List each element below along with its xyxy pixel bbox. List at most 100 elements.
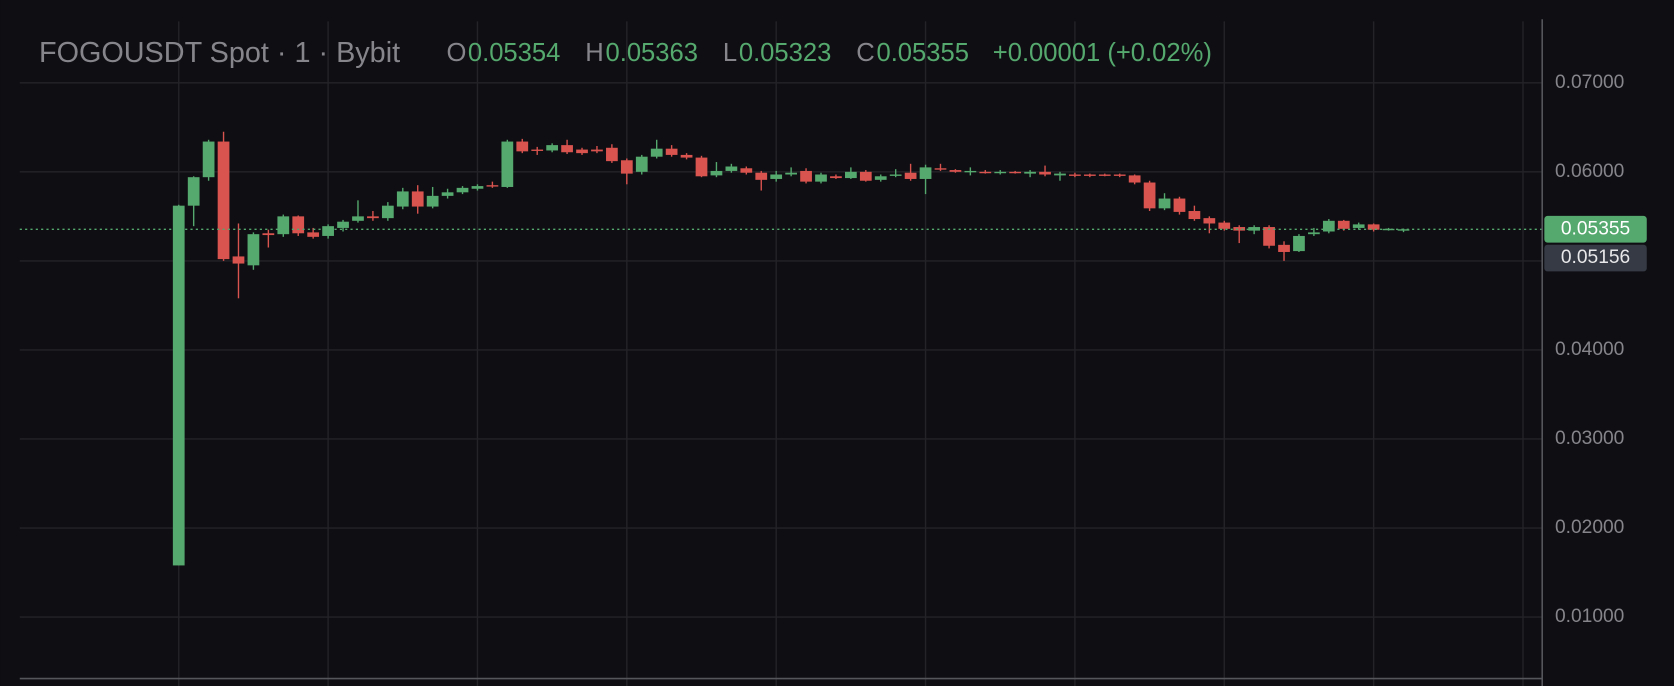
candle-body — [1293, 235, 1305, 252]
close-value: 0.05355 — [876, 39, 969, 67]
candle-body — [1009, 171, 1022, 174]
candle-body — [202, 141, 215, 178]
candle-body — [1069, 174, 1081, 176]
candle-body — [815, 174, 827, 182]
close-label: C — [856, 39, 874, 67]
candle-body — [680, 154, 693, 158]
candle-body — [606, 147, 618, 162]
candle-body — [1113, 174, 1126, 176]
candle-body — [889, 174, 902, 176]
candle-body — [1367, 224, 1380, 230]
candle-body — [1308, 232, 1320, 235]
candle-body — [471, 186, 484, 189]
candle-body — [307, 232, 320, 237]
candle-body — [1054, 173, 1066, 176]
candle-body — [247, 234, 260, 266]
candle-body — [1203, 218, 1216, 224]
candle-body — [710, 170, 723, 176]
candle-body — [785, 172, 797, 175]
candle-body — [1039, 171, 1051, 175]
open-value: 0.05354 — [468, 39, 561, 67]
candle-body — [411, 191, 424, 207]
candle-body — [187, 177, 200, 206]
candle-body — [1098, 174, 1111, 176]
candle-body — [1173, 198, 1186, 212]
candle-body — [561, 145, 573, 153]
candle-body — [456, 187, 469, 193]
second-price-label: 0.05156 — [1561, 247, 1630, 268]
candle-body — [501, 141, 514, 187]
high-value: 0.05363 — [605, 39, 698, 67]
candle-body — [217, 141, 230, 260]
candle-body — [635, 156, 648, 172]
candle-body — [1024, 171, 1036, 174]
candle-body — [665, 148, 678, 155]
candle-body — [531, 149, 544, 151]
candle-body — [381, 205, 394, 219]
candle-body — [277, 216, 290, 235]
candle-body — [1337, 220, 1350, 229]
y-tick-label: 0.07000 — [1555, 72, 1624, 93]
candle-body — [919, 167, 932, 179]
change-value: +0.00001 (+0.02%) — [993, 39, 1212, 67]
low-label: L — [723, 39, 737, 67]
candle-body — [994, 171, 1007, 174]
open-label: O — [447, 39, 467, 67]
candle-body — [1278, 244, 1290, 252]
candle-body — [770, 174, 783, 179]
candle-body — [1397, 229, 1410, 231]
candle-body — [1083, 174, 1096, 176]
second-price-box — [1544, 244, 1647, 272]
candle-body — [1233, 227, 1246, 231]
candle-body — [949, 170, 962, 172]
header: FOGOUSDT Spot · 1 · Bybit O 0.05354 H 0.… — [39, 37, 1212, 69]
high-label: H — [585, 39, 603, 67]
candle-body — [426, 195, 439, 207]
candle-body — [1352, 224, 1365, 228]
candle-body — [232, 256, 245, 264]
candle-body — [845, 171, 857, 179]
candle-body — [755, 172, 768, 180]
candle-body — [830, 176, 842, 179]
price-axis: 0.010000.020000.030000.040000.050000.060… — [1544, 72, 1647, 627]
candle-body — [1218, 222, 1231, 229]
y-tick-label: 0.01000 — [1555, 606, 1624, 627]
candle-body — [695, 157, 708, 177]
candle-body — [1382, 228, 1395, 231]
candle-body — [322, 226, 334, 236]
y-tick-label: 0.06000 — [1555, 161, 1624, 182]
candles — [19, 131, 1543, 566]
candle-body — [172, 205, 185, 566]
candle-body — [874, 176, 887, 180]
candle-body — [964, 170, 977, 173]
candle-body — [904, 172, 917, 179]
candle-body — [1128, 175, 1141, 183]
chart-title: FOGOUSDT Spot · 1 · Bybit — [39, 37, 400, 69]
candle-body — [620, 160, 633, 174]
candle-body — [396, 191, 409, 207]
candle-body — [800, 170, 812, 182]
candle-body — [367, 216, 379, 219]
candle-body — [591, 149, 603, 152]
candle-body — [740, 168, 753, 173]
last-price-box — [1544, 215, 1647, 243]
candle-body — [859, 171, 872, 181]
y-tick-label: 0.03000 — [1555, 428, 1624, 449]
candle-body — [262, 233, 275, 236]
low-value: 0.05323 — [739, 39, 832, 67]
candle-body — [576, 149, 588, 154]
candle-body — [1188, 211, 1201, 220]
candle-body — [979, 171, 992, 174]
candle-body — [1143, 182, 1156, 209]
candle-body — [650, 148, 663, 157]
candle-body — [934, 168, 947, 170]
last-price-label: 0.05355 — [1561, 218, 1630, 239]
candle-body — [486, 185, 499, 187]
candle-body — [1248, 227, 1261, 231]
candle-body — [441, 192, 454, 196]
candle-body — [292, 216, 305, 234]
candle-body — [1322, 220, 1335, 232]
